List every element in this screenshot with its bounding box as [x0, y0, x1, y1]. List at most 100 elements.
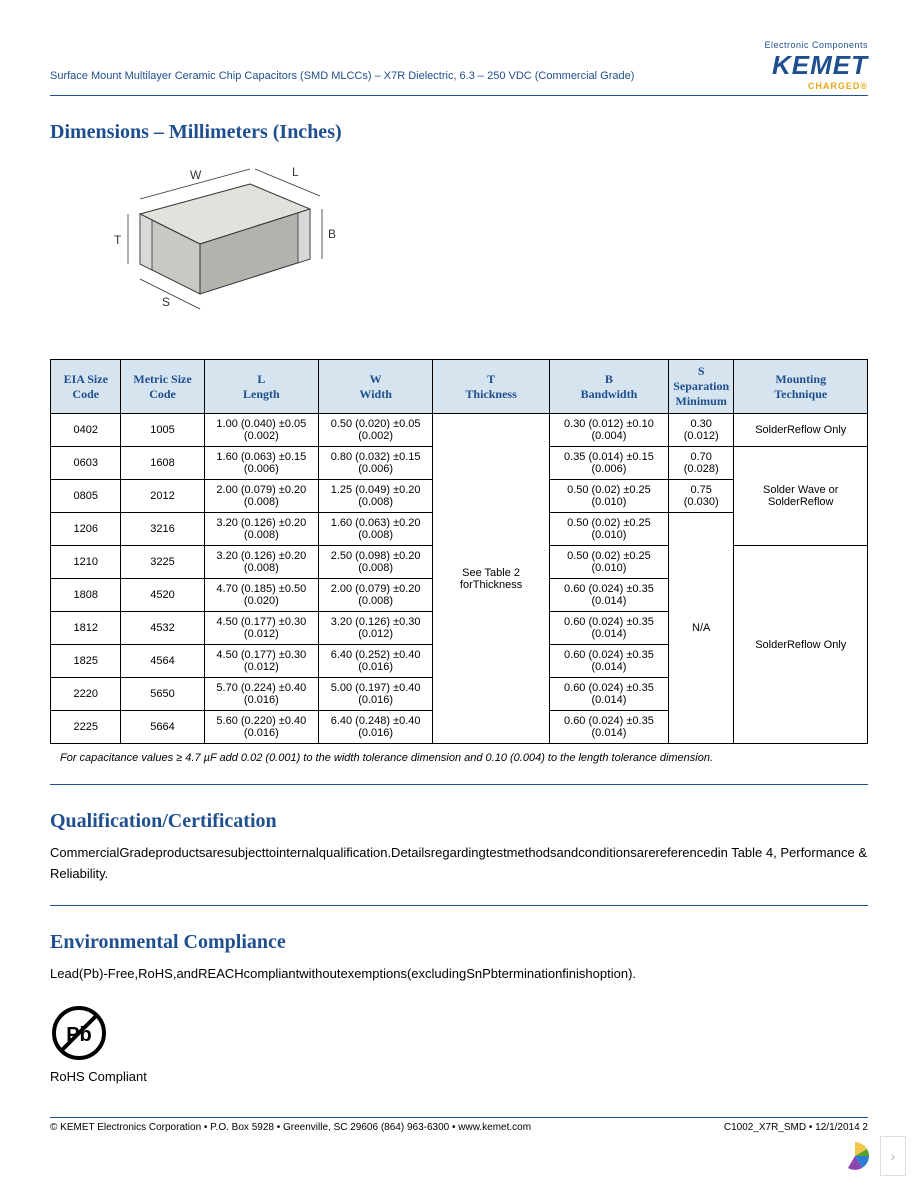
table-cell: 5.70 (0.224) ±0.40 (0.016): [204, 678, 319, 711]
table-cell: 0.35 (0.014) ±0.15 (0.006): [549, 447, 668, 480]
table-cell: 0.60 (0.024) ±0.35 (0.014): [549, 579, 668, 612]
table-cell: 1005: [121, 414, 204, 447]
table-cell: 6.40 (0.252) ±0.40 (0.016): [319, 645, 433, 678]
table-cell: 3.20 (0.126) ±0.30 (0.012): [319, 612, 433, 645]
table-cell: 5.60 (0.220) ±0.40 (0.016): [204, 711, 319, 744]
table-cell: 0.50 (0.02) ±0.25 (0.010): [549, 480, 668, 513]
table-cell: 1812: [51, 612, 121, 645]
table-cell: 3.20 (0.126) ±0.20 (0.008): [204, 513, 319, 546]
table-cell: 1.60 (0.063) ±0.15 (0.006): [204, 447, 319, 480]
table-cell: 0.80 (0.032) ±0.15 (0.006): [319, 447, 433, 480]
col-width: WWidth: [319, 360, 433, 414]
header-subtitle: Surface Mount Multilayer Ceramic Chip Ca…: [50, 40, 634, 82]
table-row: 040210051.00 (0.040) ±0.05 (0.002)0.50 (…: [51, 414, 868, 447]
table-cell: 3216: [121, 513, 204, 546]
table-cell: 4.70 (0.185) ±0.50 (0.020): [204, 579, 319, 612]
table-cell: 4.50 (0.177) ±0.30 (0.012): [204, 645, 319, 678]
dimensions-table: EIA Size Code Metric Size Code LLength W…: [50, 359, 868, 744]
table-cell: 0805: [51, 480, 121, 513]
table-cell: 4520: [121, 579, 204, 612]
logo-tagline-top: Electronic Components: [764, 40, 868, 50]
table-cell: N/A: [668, 513, 734, 744]
datasheet-page: Surface Mount Multilayer Ceramic Chip Ca…: [0, 0, 918, 1188]
diagram-label-s: S: [162, 295, 170, 309]
diagram-label-l: L: [292, 165, 299, 179]
table-cell: Solder Wave or SolderReflow: [734, 447, 868, 546]
table-cell: 0.30 (0.012) ±0.10 (0.004): [549, 414, 668, 447]
table-cell: 0.50 (0.020) ±0.05 (0.002): [319, 414, 433, 447]
table-cell: 5650: [121, 678, 204, 711]
table-cell: 0.60 (0.024) ±0.35 (0.014): [549, 711, 668, 744]
table-cell: 0.30 (0.012): [668, 414, 734, 447]
table-cell: SolderReflow Only: [734, 414, 868, 447]
table-cell: 0.50 (0.02) ±0.25 (0.010): [549, 546, 668, 579]
table-cell: 0.60 (0.024) ±0.35 (0.014): [549, 678, 668, 711]
col-mounting: MountingTechnique: [734, 360, 868, 414]
table-cell: 2225: [51, 711, 121, 744]
table-cell: 1.60 (0.063) ±0.20 (0.008): [319, 513, 433, 546]
next-page-button[interactable]: ›: [880, 1136, 906, 1176]
table-cell: 2012: [121, 480, 204, 513]
page-header: Surface Mount Multilayer Ceramic Chip Ca…: [50, 40, 868, 96]
table-cell: 4564: [121, 645, 204, 678]
table-cell: 0.60 (0.024) ±0.35 (0.014): [549, 612, 668, 645]
environmental-text: Lead(Pb)-Free,RoHS,andREACHcompliantwith…: [50, 964, 868, 985]
col-bandwidth: BBandwidth: [549, 360, 668, 414]
table-cell: 0402: [51, 414, 121, 447]
qualification-text: CommercialGradeproductsaresubjecttointer…: [50, 843, 868, 885]
pb-free-icon: Pb: [50, 1004, 108, 1062]
fan-icon: [838, 1139, 872, 1173]
table-cell: 1.00 (0.040) ±0.05 (0.002): [204, 414, 319, 447]
footer-left: © KEMET Electronics Corporation • P.O. B…: [50, 1122, 531, 1133]
table-cell: 3.20 (0.126) ±0.20 (0.008): [204, 546, 319, 579]
chevron-right-icon: ›: [891, 1148, 896, 1164]
table-cell: 0.50 (0.02) ±0.25 (0.010): [549, 513, 668, 546]
environmental-title: Environmental Compliance: [50, 931, 868, 954]
qualification-title: Qualification/Certification: [50, 810, 868, 833]
rohs-badge: Pb RoHS Compliant: [50, 1004, 868, 1084]
diagram-label-w: W: [190, 168, 202, 182]
col-separation: SSeparationMinimum: [668, 360, 734, 414]
dimensions-title: Dimensions – Millimeters (Inches): [50, 121, 868, 144]
table-cell: 5664: [121, 711, 204, 744]
col-thickness: TThickness: [433, 360, 550, 414]
footer-right: C1002_X7R_SMD • 12/1/2014 2: [724, 1122, 868, 1133]
table-cell: 1206: [51, 513, 121, 546]
table-cell: 6.40 (0.248) ±0.40 (0.016): [319, 711, 433, 744]
table-cell: 0.70 (0.028): [668, 447, 734, 480]
table-cell: 1608: [121, 447, 204, 480]
chip-diagram-svg: W L B T S: [70, 154, 340, 334]
page-footer: © KEMET Electronics Corporation • P.O. B…: [50, 1117, 868, 1133]
dimensions-footnote: For capacitance values ≥ 4.7 µF add 0.02…: [60, 752, 868, 764]
table-cell: 1808: [51, 579, 121, 612]
table-cell: 2.00 (0.079) ±0.20 (0.008): [204, 480, 319, 513]
table-cell: 4532: [121, 612, 204, 645]
table-cell: 2220: [51, 678, 121, 711]
logo-text: KEMET: [764, 50, 868, 81]
table-cell: 2.50 (0.098) ±0.20 (0.008): [319, 546, 433, 579]
divider: [50, 784, 868, 785]
table-cell: SolderReflow Only: [734, 546, 868, 744]
table-cell: 1.25 (0.049) ±0.20 (0.008): [319, 480, 433, 513]
table-cell: 2.00 (0.079) ±0.20 (0.008): [319, 579, 433, 612]
table-cell: 3225: [121, 546, 204, 579]
logo-tagline-sub: CHARGED®: [764, 81, 868, 91]
divider: [50, 905, 868, 906]
table-cell: 1210: [51, 546, 121, 579]
col-length: LLength: [204, 360, 319, 414]
rohs-label: RoHS Compliant: [50, 1069, 868, 1084]
brand-logo: Electronic Components KEMET CHARGED®: [764, 40, 868, 91]
table-cell: 0603: [51, 447, 121, 480]
table-cell: 0.60 (0.024) ±0.35 (0.014): [549, 645, 668, 678]
col-eia: EIA Size Code: [51, 360, 121, 414]
diagram-label-b: B: [328, 227, 336, 241]
diagram-label-t: T: [114, 233, 122, 247]
chip-diagram: W L B T S: [70, 154, 868, 339]
table-cell: 0.75 (0.030): [668, 480, 734, 513]
page-corner: ›: [838, 1136, 906, 1176]
table-cell: 5.00 (0.197) ±0.40 (0.016): [319, 678, 433, 711]
col-metric: Metric Size Code: [121, 360, 204, 414]
table-cell: 1825: [51, 645, 121, 678]
table-cell: 4.50 (0.177) ±0.30 (0.012): [204, 612, 319, 645]
svg-text:Pb: Pb: [66, 1024, 92, 1046]
